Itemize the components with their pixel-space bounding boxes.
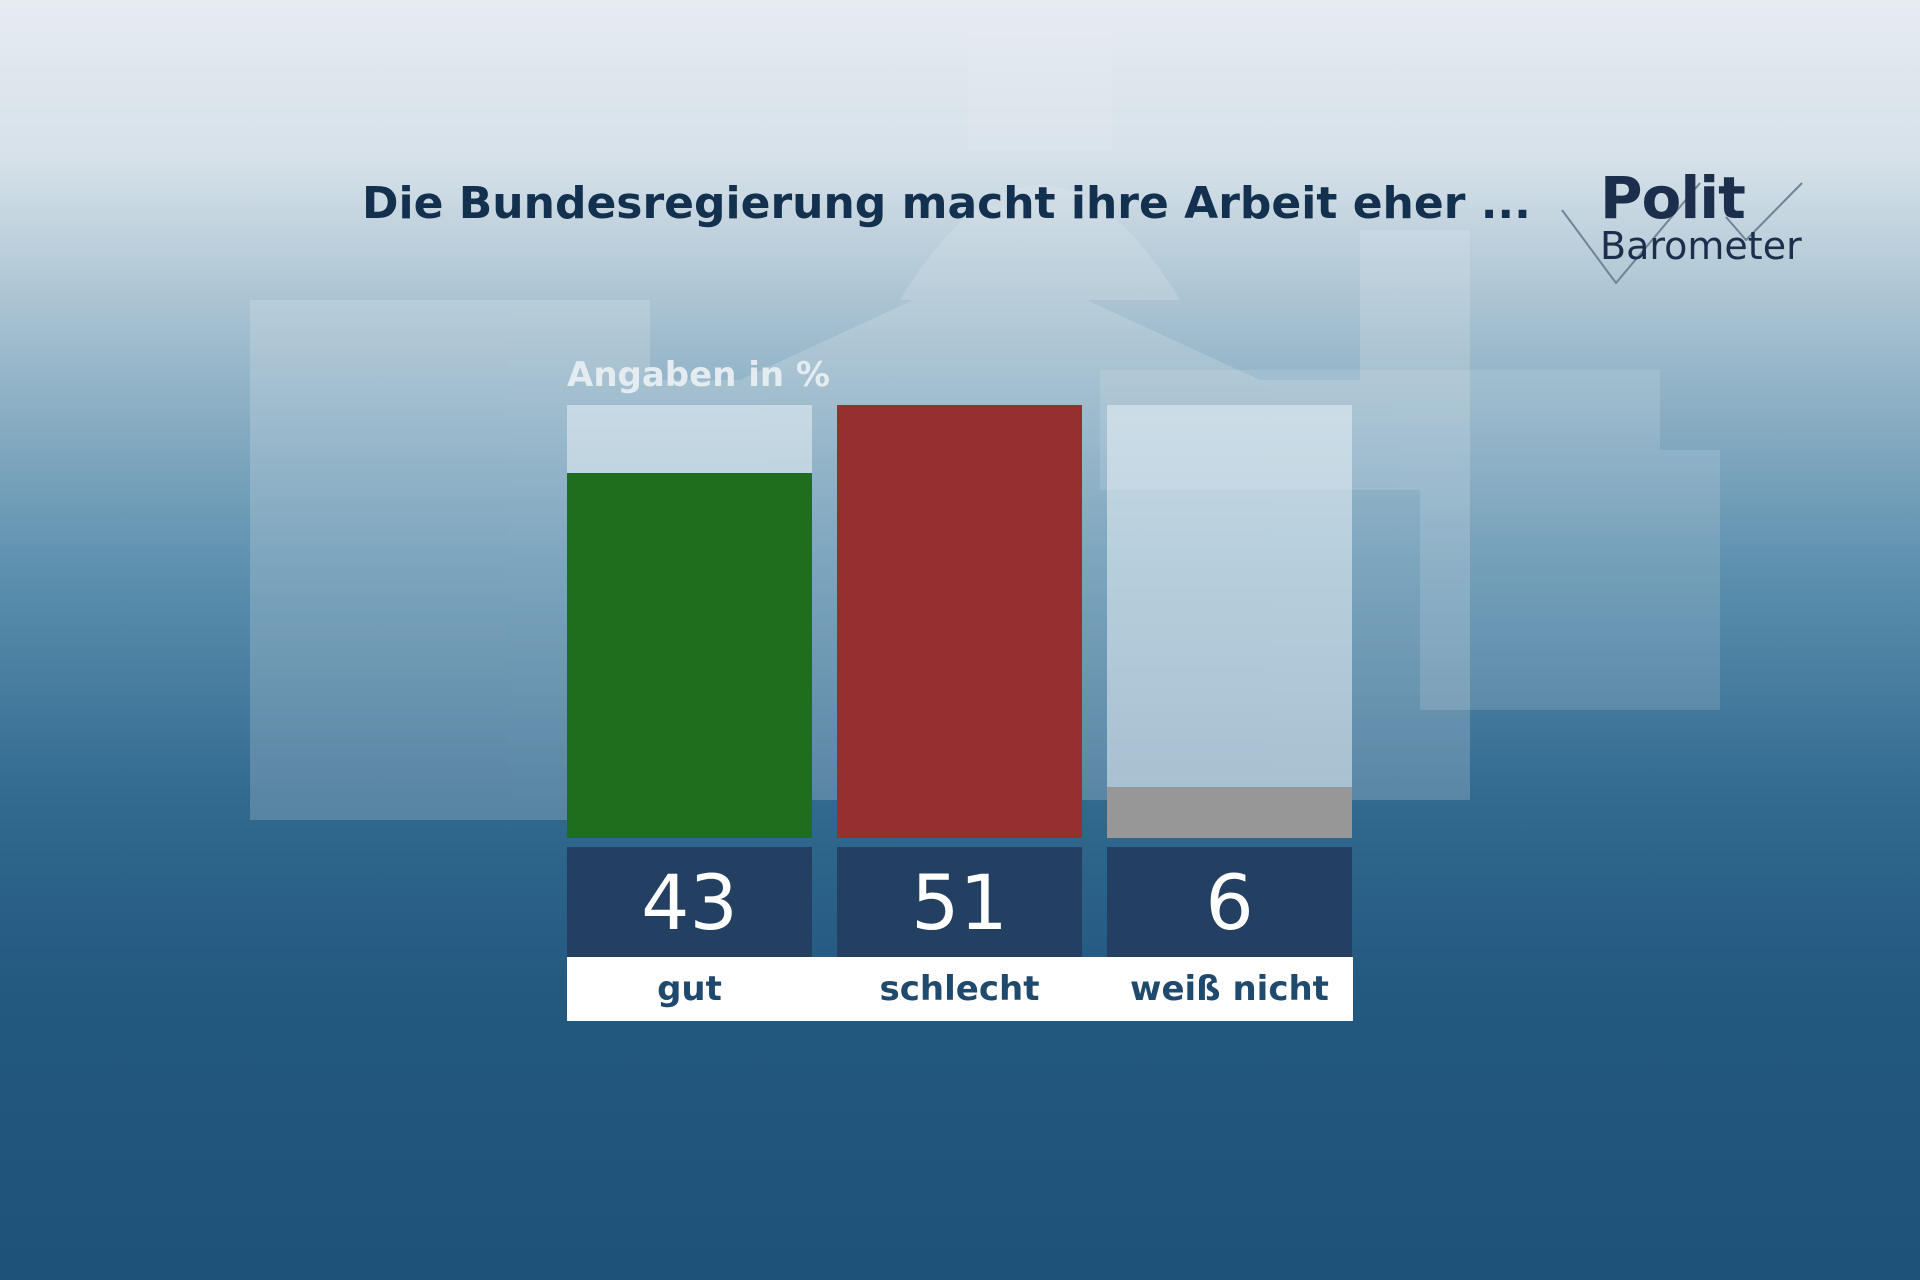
value-label-schlecht: 51	[837, 847, 1082, 957]
value-label-gut: 43	[567, 847, 812, 957]
category-label-gut: gut	[657, 969, 722, 1009]
category-label-weiss-nicht: weiß nicht	[1130, 969, 1329, 1009]
bar-weiss-nicht	[1107, 787, 1352, 838]
politbarometer-logo: Polit Barometer	[1558, 165, 1808, 295]
chart-title: Die Bundesregierung macht ihre Arbeit eh…	[362, 178, 1531, 229]
bar-column-weiss-nicht: 6	[1107, 405, 1352, 1021]
bar-gut	[567, 473, 812, 838]
bar-schlecht	[837, 405, 1082, 838]
logo-line1: Polit	[1600, 164, 1746, 232]
bar-column-schlecht: 51	[837, 405, 1082, 1021]
category-label-strip	[567, 957, 1353, 1021]
logo-checkmark-icon	[1561, 182, 1803, 285]
chart-subtitle: Angaben in %	[567, 355, 831, 395]
logo-line2: Barometer	[1600, 224, 1802, 268]
category-label-schlecht: schlecht	[879, 969, 1040, 1009]
bar-chart: 43 51 6 gut schlecht weiß nicht	[567, 405, 1353, 1021]
bar-track	[1107, 405, 1352, 838]
bar-column-gut: 43	[567, 405, 812, 1021]
value-label-weiss-nicht: 6	[1107, 847, 1352, 957]
